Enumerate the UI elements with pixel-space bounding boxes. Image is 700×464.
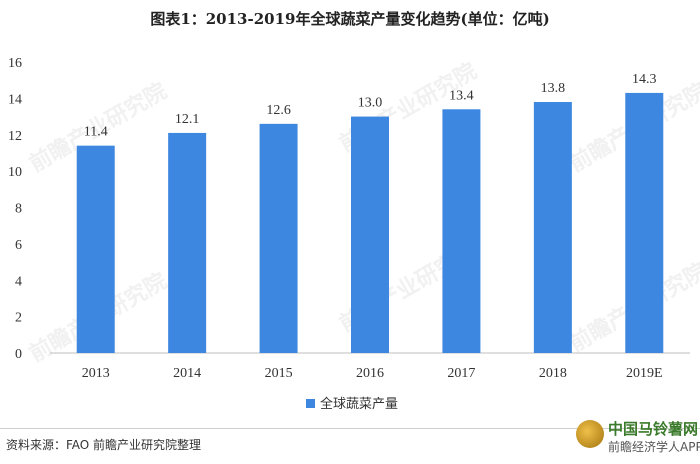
brand-badge: 中国马铃薯网 前瞻经济学人APP — [576, 416, 700, 460]
data-label: 13.0 — [358, 96, 383, 111]
source-note: 资料来源：FAO 前瞻产业研究院整理 — [6, 438, 202, 452]
y-tick-label: 14 — [8, 92, 22, 107]
bar — [625, 92, 664, 353]
legend-label: 全球蔬菜产量 — [320, 396, 398, 412]
bar — [76, 145, 115, 353]
x-tick-label: 2017 — [447, 366, 475, 381]
x-tick-label: 2019E — [626, 366, 663, 381]
bar — [442, 109, 481, 353]
footer-divider — [0, 428, 700, 429]
x-tick-label: 2015 — [265, 366, 293, 381]
y-tick-label: 12 — [8, 129, 22, 144]
x-tick-label: 2016 — [356, 366, 384, 381]
data-label: 14.3 — [632, 72, 657, 87]
bar — [533, 102, 572, 353]
y-tick-label: 10 — [8, 165, 22, 180]
chart-title: 图表1：2013-2019年全球蔬菜产量变化趋势(单位：亿吨) — [150, 10, 550, 28]
y-tick-label: 16 — [8, 56, 22, 71]
bar — [168, 132, 207, 353]
data-label: 11.4 — [84, 125, 108, 140]
bar — [351, 116, 389, 353]
bar-chart: 0 2 4 6 8 10 12 14 16 11.4 2013 12.1 2014 12.6 2015 13.… — [8, 56, 690, 412]
legend-swatch — [306, 399, 315, 408]
y-tick-label: 2 — [15, 311, 22, 326]
x-tick-label: 2014 — [173, 366, 201, 381]
x-tick-label: 2018 — [539, 366, 567, 381]
y-tick-label: 0 — [15, 347, 22, 362]
data-label: 12.6 — [266, 103, 291, 118]
y-tick-label: 8 — [15, 202, 22, 217]
data-label: 13.4 — [449, 88, 474, 103]
brand-name: 中国马铃薯网 — [608, 420, 699, 438]
data-label: 13.8 — [541, 81, 566, 96]
potato-logo-icon — [576, 420, 604, 448]
bar — [259, 123, 298, 354]
data-label: 12.1 — [175, 112, 200, 127]
brand-sub: 前瞻经济学人APP — [608, 440, 700, 454]
y-tick-label: 6 — [15, 238, 22, 253]
x-tick-label: 2013 — [82, 366, 110, 381]
y-tick-label: 4 — [15, 274, 22, 289]
